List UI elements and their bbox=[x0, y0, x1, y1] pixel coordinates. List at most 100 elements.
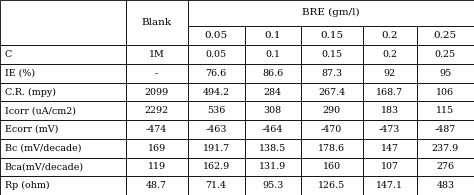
Text: -487: -487 bbox=[435, 125, 456, 134]
Bar bbox=[363, 26, 417, 45]
Text: 160: 160 bbox=[323, 162, 341, 171]
Bar bbox=[188, 176, 245, 195]
Bar bbox=[245, 158, 301, 176]
Bar bbox=[0, 83, 126, 101]
Bar bbox=[0, 64, 126, 83]
Text: 483: 483 bbox=[437, 181, 455, 190]
Bar bbox=[301, 101, 363, 120]
Bar bbox=[0, 45, 126, 64]
Text: C.R. (mpy): C.R. (mpy) bbox=[5, 88, 56, 97]
Text: 536: 536 bbox=[207, 106, 225, 115]
Bar bbox=[188, 64, 245, 83]
Text: 308: 308 bbox=[264, 106, 282, 115]
Text: 0.25: 0.25 bbox=[434, 31, 457, 40]
Bar bbox=[301, 64, 363, 83]
Bar bbox=[417, 139, 474, 158]
Bar bbox=[363, 83, 417, 101]
Bar bbox=[417, 26, 474, 45]
Text: 0.25: 0.25 bbox=[435, 50, 456, 59]
Bar bbox=[188, 83, 245, 101]
Bar bbox=[188, 158, 245, 176]
Bar bbox=[126, 176, 188, 195]
Text: 138.5: 138.5 bbox=[259, 144, 286, 153]
Text: 86.6: 86.6 bbox=[262, 69, 283, 78]
Bar bbox=[188, 26, 245, 45]
Bar bbox=[126, 45, 188, 64]
Bar bbox=[245, 101, 301, 120]
Text: 0.2: 0.2 bbox=[382, 50, 397, 59]
Bar bbox=[126, 64, 188, 83]
Text: Bc (mV/decade): Bc (mV/decade) bbox=[5, 144, 81, 153]
Bar bbox=[301, 83, 363, 101]
Bar bbox=[245, 26, 301, 45]
Bar bbox=[363, 120, 417, 139]
Text: 494.2: 494.2 bbox=[202, 88, 230, 97]
Text: 95.3: 95.3 bbox=[262, 181, 283, 190]
Text: 0.1: 0.1 bbox=[265, 50, 280, 59]
Text: 115: 115 bbox=[437, 106, 455, 115]
Bar bbox=[245, 45, 301, 64]
Bar bbox=[301, 158, 363, 176]
Text: Icorr (uA/cm2): Icorr (uA/cm2) bbox=[5, 106, 76, 115]
Bar bbox=[363, 64, 417, 83]
Bar bbox=[245, 176, 301, 195]
Text: C: C bbox=[5, 50, 12, 59]
Bar bbox=[301, 26, 363, 45]
Bar bbox=[417, 83, 474, 101]
Text: 119: 119 bbox=[147, 162, 166, 171]
Text: -464: -464 bbox=[262, 125, 283, 134]
Text: 87.3: 87.3 bbox=[321, 69, 342, 78]
Text: Rp (ohm): Rp (ohm) bbox=[5, 181, 49, 190]
Text: Ecorr (mV): Ecorr (mV) bbox=[5, 125, 58, 134]
Bar bbox=[417, 45, 474, 64]
Text: 267.4: 267.4 bbox=[318, 88, 345, 97]
Bar bbox=[417, 64, 474, 83]
Text: -470: -470 bbox=[321, 125, 342, 134]
Bar bbox=[363, 158, 417, 176]
Bar bbox=[0, 139, 126, 158]
Text: 169: 169 bbox=[147, 144, 166, 153]
Bar bbox=[0, 176, 126, 195]
Text: 71.4: 71.4 bbox=[206, 181, 227, 190]
Bar bbox=[126, 101, 188, 120]
Text: 2099: 2099 bbox=[145, 88, 169, 97]
Bar bbox=[188, 139, 245, 158]
Text: 284: 284 bbox=[264, 88, 282, 97]
Text: 92: 92 bbox=[383, 69, 396, 78]
Bar bbox=[301, 139, 363, 158]
Text: 0.15: 0.15 bbox=[320, 31, 343, 40]
Text: -474: -474 bbox=[146, 125, 167, 134]
Bar bbox=[245, 139, 301, 158]
Text: 0.05: 0.05 bbox=[205, 31, 228, 40]
Text: -463: -463 bbox=[205, 125, 227, 134]
Bar bbox=[245, 83, 301, 101]
Bar bbox=[0, 101, 126, 120]
Text: BRE (gm/l): BRE (gm/l) bbox=[302, 8, 360, 17]
Bar bbox=[188, 101, 245, 120]
Bar bbox=[417, 158, 474, 176]
Bar bbox=[417, 101, 474, 120]
Text: -473: -473 bbox=[379, 125, 401, 134]
Text: 147.1: 147.1 bbox=[376, 181, 403, 190]
Text: Bca(mV/decade): Bca(mV/decade) bbox=[5, 162, 84, 171]
Bar bbox=[126, 0, 188, 45]
Bar bbox=[301, 176, 363, 195]
Text: 183: 183 bbox=[381, 106, 399, 115]
Text: 147: 147 bbox=[381, 144, 399, 153]
Text: 276: 276 bbox=[437, 162, 455, 171]
Bar bbox=[0, 120, 126, 139]
Bar bbox=[126, 120, 188, 139]
Bar bbox=[0, 0, 126, 45]
Text: 237.9: 237.9 bbox=[432, 144, 459, 153]
Text: 0.05: 0.05 bbox=[206, 50, 227, 59]
Text: 107: 107 bbox=[381, 162, 399, 171]
Bar bbox=[188, 120, 245, 139]
Bar bbox=[126, 139, 188, 158]
Text: Blank: Blank bbox=[142, 18, 172, 27]
Text: 76.6: 76.6 bbox=[206, 69, 227, 78]
Text: 106: 106 bbox=[437, 88, 455, 97]
Text: 0.2: 0.2 bbox=[382, 31, 398, 40]
Bar bbox=[417, 120, 474, 139]
Bar bbox=[126, 158, 188, 176]
Bar bbox=[245, 120, 301, 139]
